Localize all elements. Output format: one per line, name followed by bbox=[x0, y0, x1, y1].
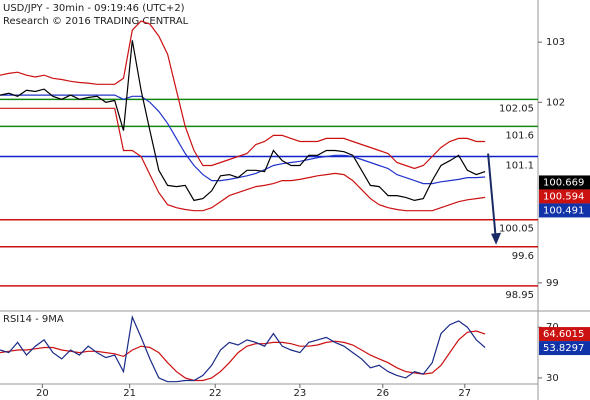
price-box bbox=[539, 327, 590, 342]
price-box-label: 100.669 bbox=[543, 177, 584, 188]
arrow-head bbox=[491, 232, 502, 245]
y-tick-label: 103 bbox=[546, 37, 565, 48]
series-line bbox=[0, 94, 486, 185]
x-tick-label: 23 bbox=[294, 388, 307, 399]
price-box bbox=[539, 341, 590, 356]
price-box-label: 100.491 bbox=[543, 205, 584, 216]
price-box bbox=[539, 189, 590, 204]
level-label: 100.05 bbox=[499, 224, 534, 235]
level-label: 99.6 bbox=[512, 251, 534, 262]
y-tick-label: 30 bbox=[546, 373, 559, 384]
x-tick-label: 26 bbox=[376, 388, 389, 399]
level-label: 101.6 bbox=[505, 130, 534, 141]
x-tick-label: 21 bbox=[123, 388, 136, 399]
level-label: 102.05 bbox=[499, 103, 534, 114]
y-tick-label: 99 bbox=[546, 278, 559, 289]
price-box bbox=[539, 175, 590, 190]
x-tick-label: 27 bbox=[458, 388, 471, 399]
price-box-label: 64.6015 bbox=[543, 329, 584, 340]
series-line bbox=[0, 330, 486, 382]
price-box-label: 53.8297 bbox=[543, 343, 584, 354]
chart-title: USD/JPY - 30min - 09:19:46 (UTC+2) bbox=[3, 3, 185, 14]
y-tick-label: 102 bbox=[546, 97, 565, 108]
series-line bbox=[0, 40, 486, 202]
series-line bbox=[0, 20, 486, 170]
series-line bbox=[0, 314, 486, 383]
x-tick-label: 22 bbox=[209, 388, 222, 399]
level-label: 101.1 bbox=[505, 161, 534, 172]
level-label: 98.95 bbox=[505, 290, 534, 301]
chart-subtitle: Research © 2016 TRADING CENTRAL bbox=[3, 16, 189, 27]
forecast-arrow bbox=[487, 153, 498, 242]
price-box bbox=[539, 203, 590, 218]
series-line bbox=[0, 107, 486, 212]
rsi-title: RSI14 - 9MA bbox=[3, 314, 64, 325]
price-box-label: 100.594 bbox=[543, 191, 584, 202]
x-tick-label: 20 bbox=[36, 388, 49, 399]
